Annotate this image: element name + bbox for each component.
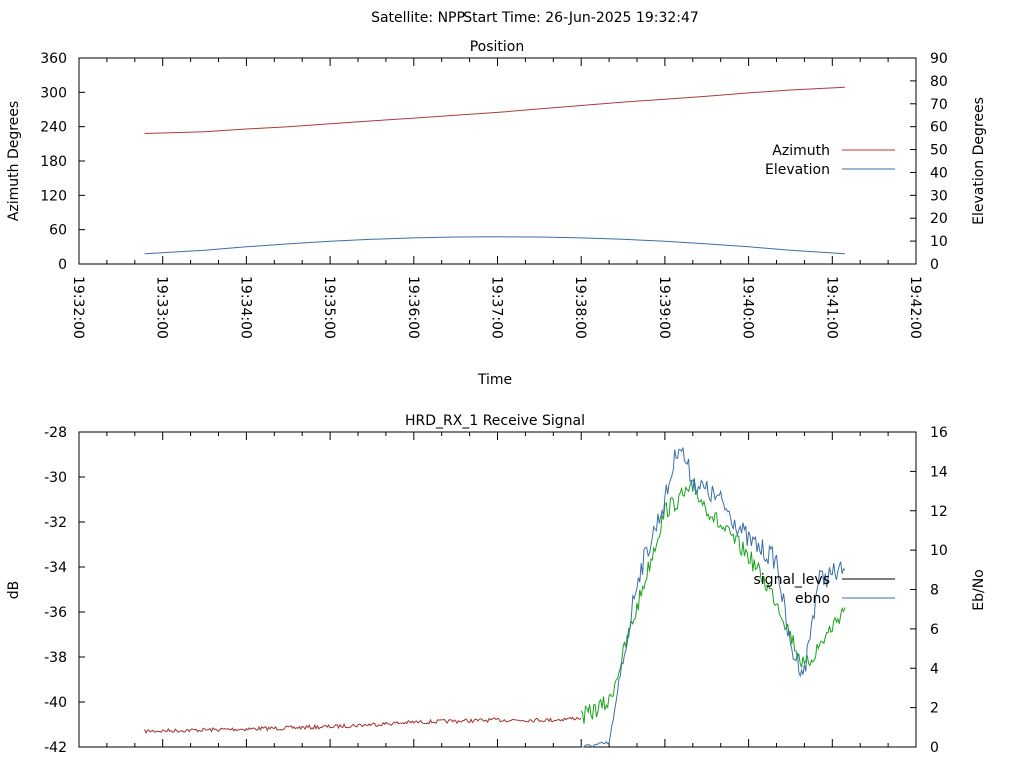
signal-level-series-line xyxy=(144,716,582,735)
x-tick-label: 19:36:00 xyxy=(405,276,421,339)
y-tick-label: 120 xyxy=(40,188,67,204)
y2-tick-label: 12 xyxy=(930,504,948,520)
position-plot-frame xyxy=(78,57,917,265)
position-chart-title: Position xyxy=(470,39,525,55)
y2-tick-label: 60 xyxy=(930,120,948,136)
y2-tick-label: 0 xyxy=(930,257,939,273)
receive-signal-chart: HRD_RX_1 Receive Signal dB Eb/No -42 -40 -… xyxy=(6,413,987,756)
start-time-label: Start Time: 26-Jun-2025 19:32:47 xyxy=(463,10,699,26)
x-tick-label: 19:33:00 xyxy=(154,276,170,339)
y-tick-label: -36 xyxy=(44,605,67,621)
x-tick-label: 19:41:00 xyxy=(823,276,839,339)
position-chart: Position Azimuth Degrees Elevation Degre… xyxy=(6,39,987,388)
y-tick-label: -38 xyxy=(44,650,67,666)
ebno-legend-label: ebno xyxy=(795,591,830,607)
y2-tick-label: 6 xyxy=(930,622,939,638)
position-y-label: Azimuth Degrees xyxy=(6,101,22,221)
y-tick-label: 180 xyxy=(40,154,67,170)
y-tick-label: -30 xyxy=(44,470,67,486)
y2-tick-label: 50 xyxy=(930,143,948,159)
x-tick-label: 19:34:00 xyxy=(237,276,253,339)
position-y2-label: Elevation Degrees xyxy=(971,97,987,225)
signal-y-label: dB xyxy=(6,581,22,600)
y-tick-label: -34 xyxy=(44,560,67,576)
signal-level-series-line xyxy=(580,479,846,724)
y-tick-label: -40 xyxy=(44,695,67,711)
y-tick-label: -42 xyxy=(44,740,67,756)
position-x-label: Time xyxy=(477,372,512,388)
x-tick-label: 19:35:00 xyxy=(321,276,337,339)
y2-tick-label: 4 xyxy=(930,661,939,677)
y2-tick-label: 16 xyxy=(930,425,948,441)
y-tick-label: -28 xyxy=(44,425,67,441)
y2-tick-label: 10 xyxy=(930,234,948,250)
x-tick-label: 19:37:00 xyxy=(489,276,505,339)
y-tick-label: 60 xyxy=(49,223,67,239)
azimuth-series-line xyxy=(144,86,845,134)
y2-tick-label: 10 xyxy=(930,543,948,559)
x-tick-label: 19:42:00 xyxy=(907,276,923,339)
elevation-legend-label: Elevation xyxy=(765,162,830,178)
azimuth-legend-label: Azimuth xyxy=(772,143,830,159)
elevation-series-line xyxy=(144,236,845,255)
signal-plot-frame xyxy=(78,431,917,748)
signal-level-legend-label: signal_levs xyxy=(754,572,831,588)
y-tick-label: 240 xyxy=(40,120,67,136)
signal-y2-label: Eb/No xyxy=(971,569,987,611)
y2-tick-label: 70 xyxy=(930,97,948,113)
y2-tick-label: 20 xyxy=(930,211,948,227)
y2-tick-label: 40 xyxy=(930,165,948,181)
x-tick-label: 19:40:00 xyxy=(740,276,756,339)
y-tick-label: 360 xyxy=(40,51,67,67)
satellite-label: Satellite: NPP xyxy=(371,10,465,26)
x-tick-label: 19:38:00 xyxy=(572,276,588,339)
signal-chart-title: HRD_RX_1 Receive Signal xyxy=(405,413,585,429)
y-tick-label: -32 xyxy=(44,515,67,531)
y-tick-label: 300 xyxy=(40,85,67,101)
ebno-series-line xyxy=(581,447,846,748)
x-tick-label: 19:39:00 xyxy=(656,276,672,339)
y2-tick-label: 2 xyxy=(930,701,939,717)
y-tick-label: 0 xyxy=(58,257,67,273)
y2-tick-label: 0 xyxy=(930,740,939,756)
x-tick-label: 19:32:00 xyxy=(70,276,86,339)
y2-tick-label: 90 xyxy=(930,51,948,67)
y2-tick-label: 8 xyxy=(930,583,939,599)
y2-tick-label: 14 xyxy=(930,464,948,480)
y2-tick-label: 80 xyxy=(930,74,948,90)
y2-tick-label: 30 xyxy=(930,188,948,204)
